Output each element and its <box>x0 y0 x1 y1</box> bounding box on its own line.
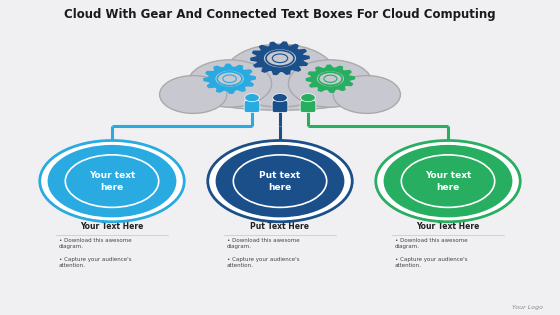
Ellipse shape <box>207 140 353 222</box>
Circle shape <box>188 60 272 107</box>
Ellipse shape <box>375 140 521 222</box>
Circle shape <box>301 94 315 102</box>
Text: • Capture your audience's
attention.: • Capture your audience's attention. <box>59 257 131 268</box>
Text: • Download this awesome
diagram.: • Download this awesome diagram. <box>59 238 132 249</box>
Polygon shape <box>204 64 255 93</box>
Text: Your Text Here: Your Text Here <box>80 222 144 231</box>
Text: • Capture your audience's
attention.: • Capture your audience's attention. <box>227 257 299 268</box>
Circle shape <box>317 71 344 86</box>
FancyBboxPatch shape <box>272 100 288 112</box>
Circle shape <box>333 76 400 113</box>
Text: Put text
here: Put text here <box>259 171 301 192</box>
Ellipse shape <box>384 145 512 217</box>
Ellipse shape <box>48 145 176 217</box>
Ellipse shape <box>382 144 514 218</box>
Ellipse shape <box>46 144 178 218</box>
Text: Your text
here: Your text here <box>425 171 471 192</box>
Circle shape <box>288 60 372 107</box>
Ellipse shape <box>39 140 185 222</box>
Text: Cloud With Gear And Connected Text Boxes For Cloud Computing: Cloud With Gear And Connected Text Boxes… <box>64 8 496 21</box>
Circle shape <box>160 76 227 113</box>
Circle shape <box>224 44 336 107</box>
Ellipse shape <box>190 76 370 110</box>
Ellipse shape <box>214 144 346 218</box>
Text: Your text
here: Your text here <box>89 171 135 192</box>
Text: Your Logo: Your Logo <box>512 305 543 310</box>
Text: • Download this awesome
diagram.: • Download this awesome diagram. <box>227 238 300 249</box>
Text: • Download this awesome
diagram.: • Download this awesome diagram. <box>395 238 468 249</box>
Polygon shape <box>251 42 309 75</box>
FancyBboxPatch shape <box>244 100 260 112</box>
FancyBboxPatch shape <box>300 100 316 112</box>
Circle shape <box>264 49 296 67</box>
Polygon shape <box>306 65 354 92</box>
Ellipse shape <box>216 145 344 217</box>
Circle shape <box>216 71 244 87</box>
Circle shape <box>273 94 287 102</box>
Text: • Capture your audience's
attention.: • Capture your audience's attention. <box>395 257 467 268</box>
Circle shape <box>245 94 259 102</box>
Text: Put Text Here: Put Text Here <box>250 222 310 231</box>
Text: Your Text Here: Your Text Here <box>416 222 480 231</box>
